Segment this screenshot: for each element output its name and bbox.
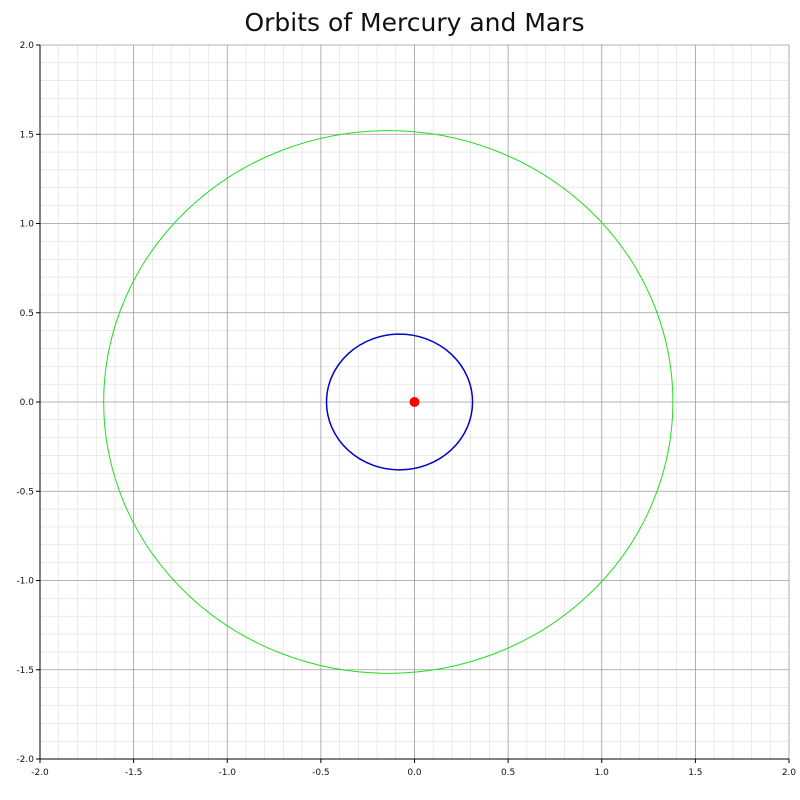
markers xyxy=(409,397,420,407)
chart-title: Orbits of Mercury and Mars xyxy=(244,8,585,37)
x-tick-label: -2.0 xyxy=(31,768,49,778)
y-tick-label: -0.5 xyxy=(16,487,34,497)
y-tick-label: -1.0 xyxy=(16,577,34,587)
axes xyxy=(36,44,790,763)
x-tick-label: -1.0 xyxy=(218,768,236,778)
y-tick-label: -1.5 xyxy=(16,666,34,676)
x-tick-label: 0.0 xyxy=(407,768,422,778)
sun-marker xyxy=(409,397,420,407)
x-tick-label: 1.0 xyxy=(595,768,610,778)
tick-labels: -2.0 -1.5 -1.0 -0.5 0.0 0.5 1.0 1.5 2.0 2.0 1.5 1.0… xyxy=(16,41,796,778)
orbit-series xyxy=(103,130,674,674)
y-tick-label: 2.0 xyxy=(20,41,35,51)
y-tick-label: -2.0 xyxy=(16,755,34,765)
x-tick-label: 0.5 xyxy=(501,768,515,778)
x-tick-label: -1.5 xyxy=(125,768,143,778)
y-tick-label: 1.0 xyxy=(20,220,35,230)
outer-orbit-line xyxy=(103,130,674,674)
y-tick-label: 1.5 xyxy=(20,130,34,140)
y-tick-label: 0.5 xyxy=(20,309,34,319)
x-tick-label: 2.0 xyxy=(782,768,797,778)
y-tick-label: 0.0 xyxy=(20,398,35,408)
x-tick-label: 1.5 xyxy=(688,768,702,778)
inner-orbit-line xyxy=(325,333,474,471)
x-tick-label: -0.5 xyxy=(312,768,330,778)
